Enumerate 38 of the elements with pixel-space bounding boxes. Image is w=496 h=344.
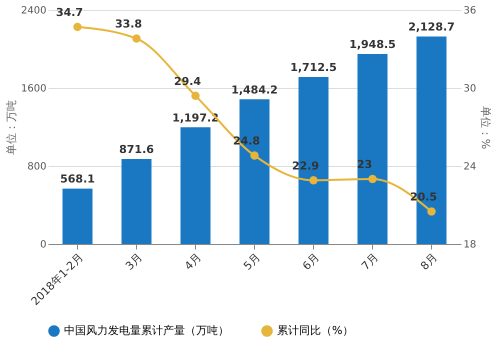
bar — [62, 188, 92, 244]
point — [309, 176, 318, 184]
y-tick-label: 2400 — [21, 6, 46, 16]
x-tick-label: 5月 — [241, 250, 263, 273]
bar — [122, 159, 152, 244]
bar — [358, 54, 388, 244]
x-tick-label: 8月 — [418, 250, 440, 273]
legend-label: 中国风力发电量累计产量（万吨） — [64, 324, 229, 337]
point — [191, 92, 200, 100]
y2-tick-label: 24 — [464, 162, 476, 172]
data-label: 1,484.2 — [231, 83, 278, 96]
bar — [180, 127, 210, 244]
y2-tick-label: 18 — [464, 240, 476, 250]
x-tick-label: 7月 — [359, 250, 381, 273]
data-label: 2,128.7 — [408, 20, 455, 34]
point — [250, 151, 259, 160]
data-label: 23 — [356, 158, 372, 171]
y-axis-title: 单位：万吨 — [5, 100, 18, 155]
y2-tick-label: 36 — [464, 6, 476, 16]
point — [132, 34, 141, 43]
y-tick-label: 0 — [40, 240, 46, 250]
data-label: 1,948.5 — [349, 38, 396, 52]
data-label: 1,712.5 — [290, 61, 337, 74]
y2-axis-title: 单位：% — [479, 106, 492, 150]
data-label: 568.1 — [60, 172, 95, 186]
x-tick-label: 6月 — [300, 250, 322, 273]
data-label: 871.6 — [119, 143, 154, 156]
x-tick-label: 3月 — [123, 250, 145, 273]
y2-tick-label: 30 — [464, 84, 476, 94]
point — [368, 174, 377, 184]
data-label: 34.7 — [56, 6, 84, 19]
y-tick-label: 800 — [27, 162, 46, 172]
legend-label: 累计同比（%） — [277, 324, 354, 337]
x-tick-label: 4月 — [182, 250, 204, 273]
point — [427, 207, 436, 216]
y-tick-label: 1600 — [21, 84, 46, 94]
point — [73, 22, 82, 32]
data-label: 33.8 — [114, 18, 142, 31]
